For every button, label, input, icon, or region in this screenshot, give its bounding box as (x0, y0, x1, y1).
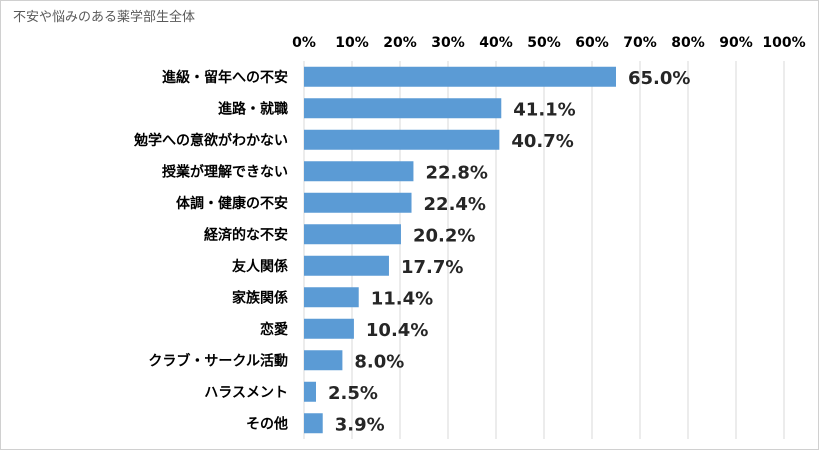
data-label: 3.9% (335, 414, 385, 435)
category-label: 家族関係 (232, 289, 288, 306)
x-tick-label: 20% (383, 35, 417, 51)
category-label: 進級・留年への不安 (162, 69, 288, 86)
x-tick-label: 30% (431, 35, 465, 51)
x-tick-label: 70% (623, 35, 657, 51)
x-tick-label: 100% (762, 35, 805, 51)
bar (304, 318, 354, 339)
data-label: 22.4% (424, 194, 486, 215)
category-label: 授業が理解できない (162, 163, 288, 180)
bar (304, 381, 316, 402)
category-label: 友人関係 (232, 258, 288, 275)
category-label: 経済的な不安 (204, 226, 288, 243)
x-tick-label: 40% (479, 35, 513, 51)
data-label: 65.0% (628, 68, 690, 89)
data-label: 40.7% (511, 131, 573, 152)
bar (304, 66, 616, 87)
bar (304, 98, 502, 119)
x-tick-label: 50% (527, 35, 561, 51)
bar (304, 350, 343, 371)
chart-title: 不安や悩みのある薬学部生全体 (13, 9, 195, 25)
category-label: その他 (246, 415, 288, 432)
data-label: 2.5% (328, 383, 378, 404)
data-label: 17.7% (401, 257, 463, 278)
data-label: 41.1% (513, 99, 575, 120)
bar (304, 224, 401, 245)
x-tick-label: 0% (292, 35, 316, 51)
bar (304, 255, 389, 276)
data-label: 10.4% (366, 320, 428, 341)
bar (304, 413, 323, 434)
category-label: 勉学への意欲がわかない (133, 132, 288, 149)
data-labels: 65.0% 41.1% 40.7% 22.8% 22.4% 20.2% 17.7% 11.4%… (328, 68, 690, 436)
category-label: 恋愛 (260, 321, 288, 338)
category-label: 体調・健康の不安 (176, 195, 288, 212)
bar (304, 192, 412, 213)
gridlines (303, 61, 785, 439)
data-label: 20.2% (413, 225, 475, 246)
bar (304, 161, 414, 182)
x-tick-label: 60% (575, 35, 609, 51)
category-labels: 進級・留年への不安進路・就職勉学への意欲がわかない授業が理解できない体調・健康の… (133, 69, 288, 433)
category-label: クラブ・サークル活動 (148, 352, 288, 369)
x-tick-label: 10% (335, 35, 369, 51)
x-axis-ticks: 0% 10% 20% 30% 40% 50% 60% 70% 80% 90% 100% (292, 35, 806, 51)
x-tick-label: 80% (671, 35, 705, 51)
bar (304, 287, 359, 308)
bar (304, 129, 500, 150)
data-label: 11.4% (371, 288, 433, 309)
data-label: 8.0% (354, 351, 404, 372)
data-label: 22.8% (425, 162, 487, 183)
category-label: 進路・就職 (218, 100, 288, 117)
x-tick-label: 90% (719, 35, 753, 51)
category-label: ハラスメント (204, 385, 288, 401)
bars (304, 66, 616, 434)
